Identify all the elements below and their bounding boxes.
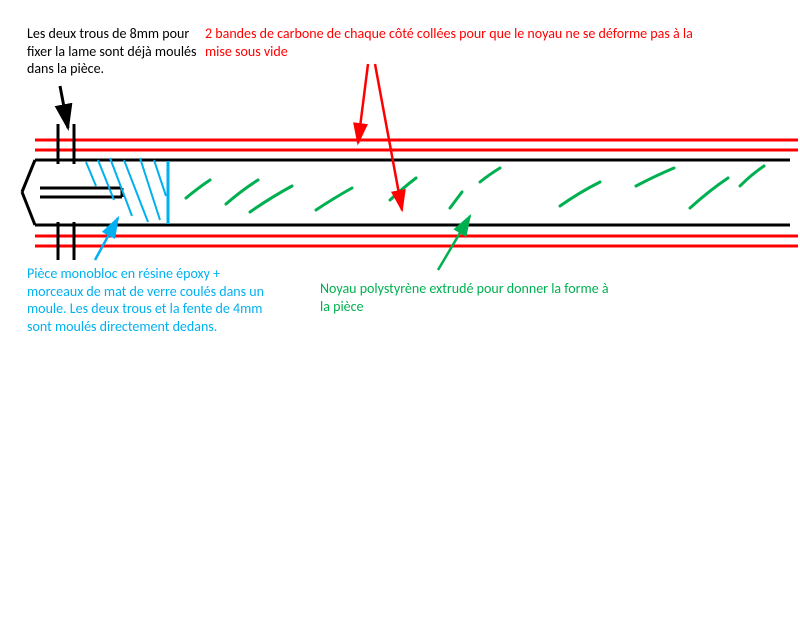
arrow-red-top bbox=[358, 64, 368, 143]
core-strokes bbox=[186, 166, 764, 212]
arrow-red-mid bbox=[375, 64, 402, 210]
diagram-svg bbox=[0, 0, 800, 640]
arrow-black bbox=[60, 86, 68, 128]
carbon-bands bbox=[35, 140, 798, 246]
epoxy-hatches bbox=[86, 158, 166, 222]
mounting-holes bbox=[58, 124, 74, 260]
